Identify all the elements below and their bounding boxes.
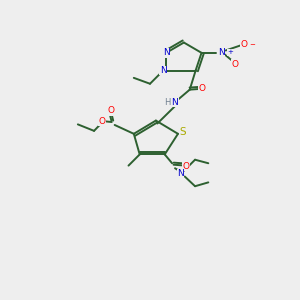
Text: O: O: [241, 40, 248, 49]
Text: N: N: [171, 98, 178, 107]
Text: N: N: [160, 66, 166, 75]
Text: N: N: [218, 48, 225, 57]
Text: O: O: [199, 84, 206, 93]
Text: O: O: [98, 117, 106, 126]
Text: O: O: [107, 106, 114, 115]
Text: +: +: [227, 49, 233, 55]
Text: N: N: [177, 169, 184, 178]
Text: O: O: [182, 162, 189, 171]
Text: O: O: [232, 59, 239, 68]
Text: N: N: [163, 48, 169, 57]
Text: −: −: [249, 42, 255, 48]
Text: H: H: [164, 98, 171, 107]
Text: S: S: [179, 127, 186, 137]
